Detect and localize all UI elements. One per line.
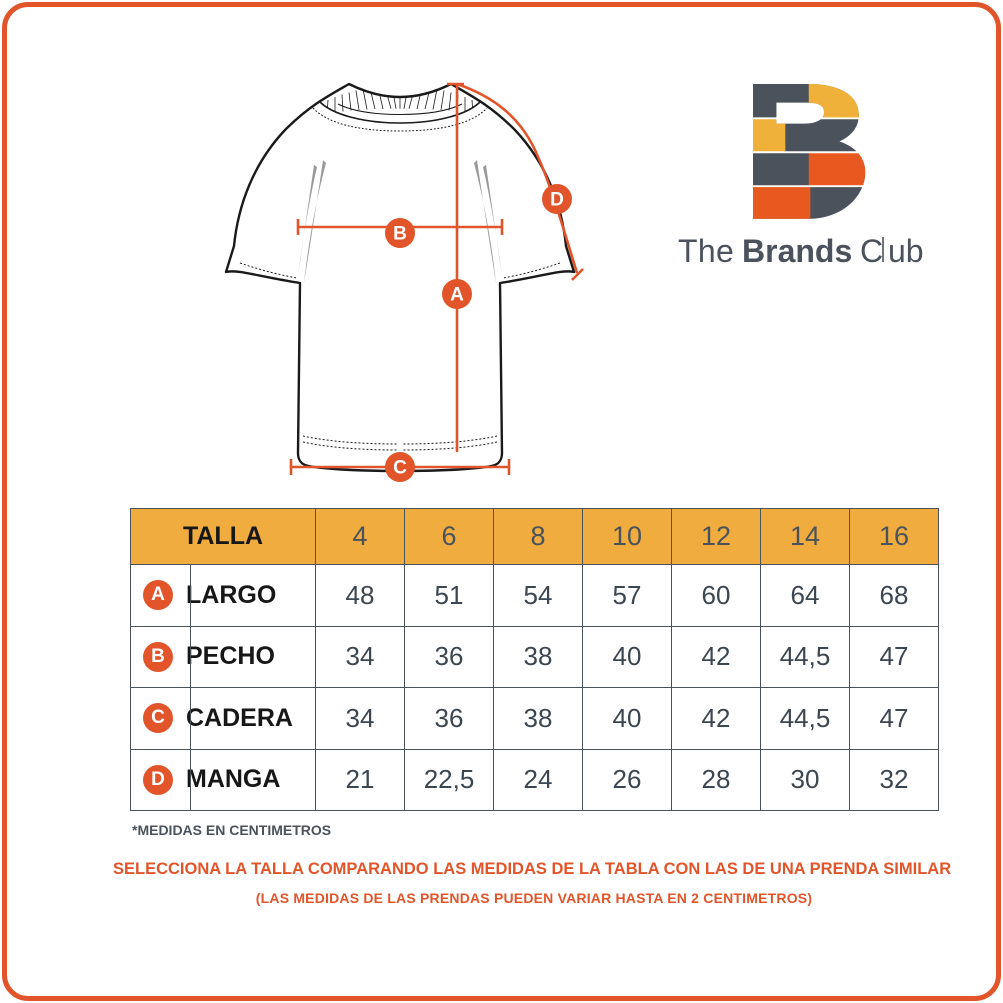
svg-text:D: D xyxy=(550,190,564,211)
svg-text:C: C xyxy=(393,458,407,479)
svg-text:The: The xyxy=(678,233,734,269)
svg-text:B: B xyxy=(393,224,407,245)
svg-text:A: A xyxy=(450,285,464,306)
svg-text:Brands: Brands xyxy=(742,233,852,269)
svg-text:C: C xyxy=(860,233,883,269)
svg-text:ub: ub xyxy=(888,233,924,269)
